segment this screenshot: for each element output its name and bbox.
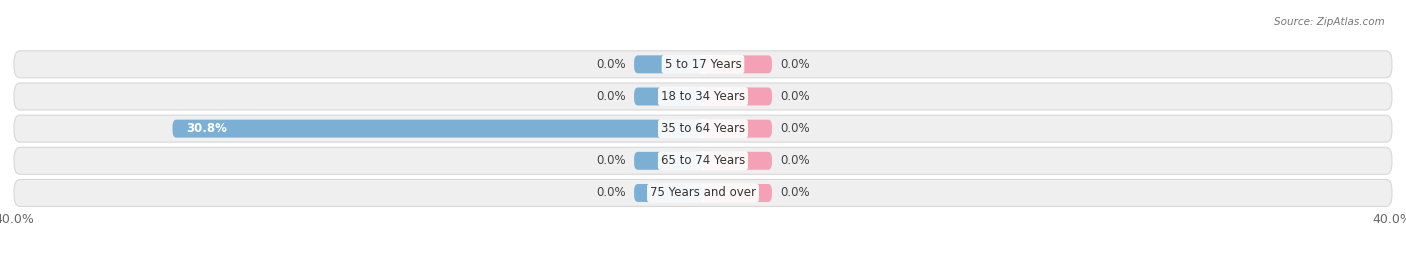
Text: 0.0%: 0.0% <box>780 154 810 167</box>
FancyBboxPatch shape <box>173 120 703 137</box>
Text: 0.0%: 0.0% <box>780 90 810 103</box>
FancyBboxPatch shape <box>634 184 703 202</box>
Text: 0.0%: 0.0% <box>596 90 626 103</box>
FancyBboxPatch shape <box>703 184 772 202</box>
Text: 35 to 64 Years: 35 to 64 Years <box>661 122 745 135</box>
FancyBboxPatch shape <box>14 115 1392 142</box>
Text: 0.0%: 0.0% <box>780 58 810 71</box>
Legend: Male, Female: Male, Female <box>636 263 770 268</box>
Text: 75 Years and over: 75 Years and over <box>650 187 756 199</box>
FancyBboxPatch shape <box>703 120 772 137</box>
FancyBboxPatch shape <box>703 55 772 73</box>
FancyBboxPatch shape <box>14 180 1392 206</box>
Text: 0.0%: 0.0% <box>596 187 626 199</box>
FancyBboxPatch shape <box>634 55 703 73</box>
Text: 0.0%: 0.0% <box>780 187 810 199</box>
Text: 0.0%: 0.0% <box>780 122 810 135</box>
FancyBboxPatch shape <box>14 147 1392 174</box>
Text: 18 to 34 Years: 18 to 34 Years <box>661 90 745 103</box>
FancyBboxPatch shape <box>14 83 1392 110</box>
Text: 0.0%: 0.0% <box>596 154 626 167</box>
Text: 5 to 17 Years: 5 to 17 Years <box>665 58 741 71</box>
FancyBboxPatch shape <box>634 152 703 170</box>
FancyBboxPatch shape <box>703 88 772 105</box>
Text: Source: ZipAtlas.com: Source: ZipAtlas.com <box>1274 17 1385 27</box>
Text: 30.8%: 30.8% <box>186 122 228 135</box>
FancyBboxPatch shape <box>703 152 772 170</box>
Text: 65 to 74 Years: 65 to 74 Years <box>661 154 745 167</box>
FancyBboxPatch shape <box>634 88 703 105</box>
Text: 0.0%: 0.0% <box>596 58 626 71</box>
FancyBboxPatch shape <box>14 51 1392 78</box>
